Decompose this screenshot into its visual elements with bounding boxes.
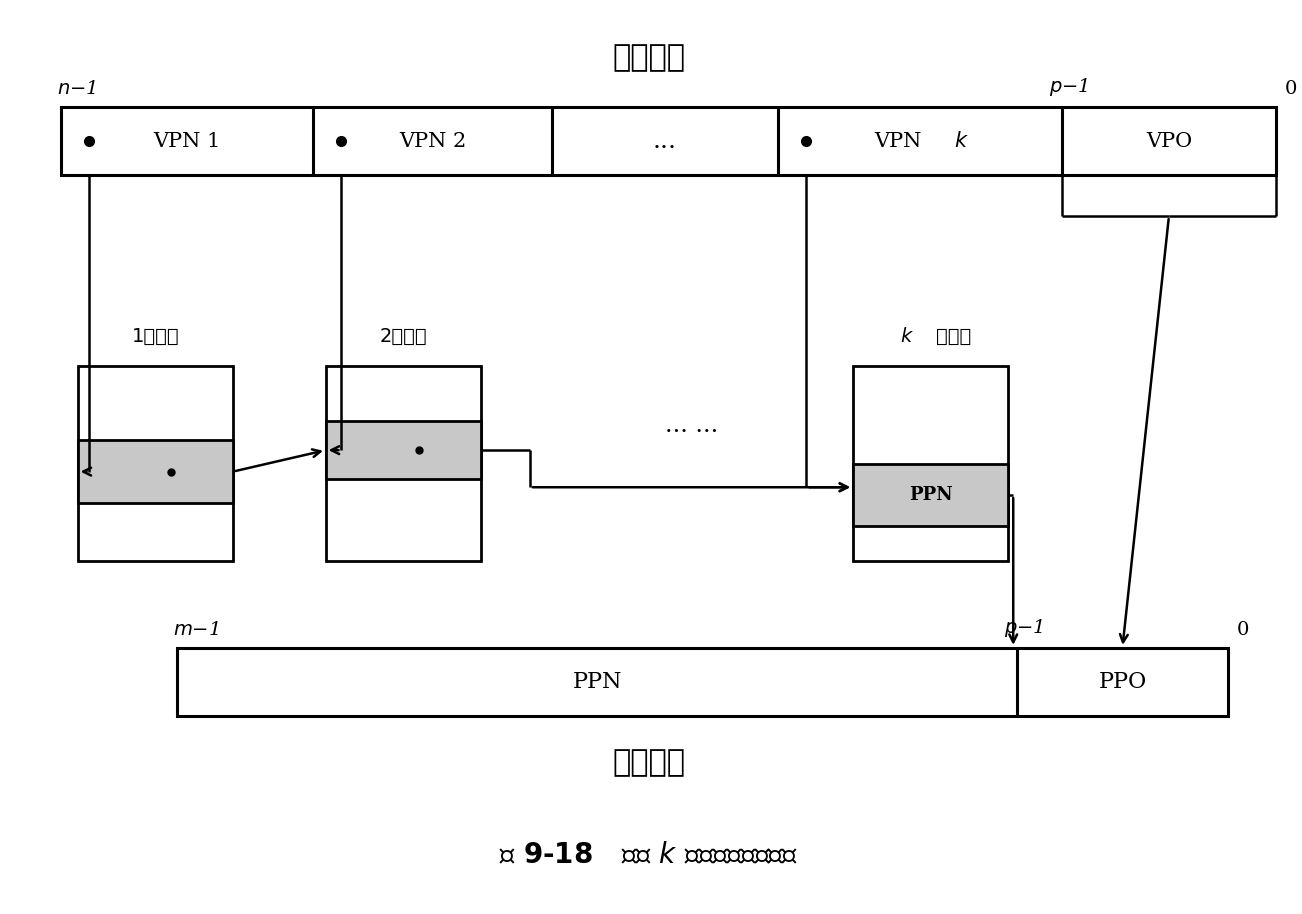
Bar xyxy=(326,367,480,561)
Text: 图 9-18   使用 $k$ 级页表的地址翻译: 图 9-18 使用 $k$ 级页表的地址翻译 xyxy=(499,841,798,869)
Bar xyxy=(78,441,233,503)
Text: 0: 0 xyxy=(1285,80,1297,98)
Text: $m$−1: $m$−1 xyxy=(173,621,219,639)
Bar xyxy=(853,463,1008,526)
Text: 虚拟地址: 虚拟地址 xyxy=(612,43,685,72)
Text: VPO: VPO xyxy=(1146,132,1193,151)
Text: VPN 1: VPN 1 xyxy=(154,132,220,151)
Bar xyxy=(326,420,480,480)
Text: PPN: PPN xyxy=(573,671,622,693)
Text: 物理地址: 物理地址 xyxy=(612,749,685,778)
Text: ... ...: ... ... xyxy=(665,413,719,437)
Text: 1级页表: 1级页表 xyxy=(132,327,180,346)
Text: PPO: PPO xyxy=(1099,671,1147,693)
Text: VPN: VPN xyxy=(874,132,928,151)
Text: PPN: PPN xyxy=(909,486,952,504)
Text: 级页表: 级页表 xyxy=(936,327,971,346)
Text: 0: 0 xyxy=(1237,621,1249,639)
Bar xyxy=(61,107,1276,175)
Text: VPN 2: VPN 2 xyxy=(398,132,466,151)
Text: $p$−1: $p$−1 xyxy=(1049,76,1088,98)
Bar xyxy=(177,648,1228,716)
Text: $k$: $k$ xyxy=(900,327,914,346)
Text: 2级页表: 2级页表 xyxy=(379,327,427,346)
Text: $p$−1: $p$−1 xyxy=(1004,617,1043,639)
Bar xyxy=(853,367,1008,561)
Bar xyxy=(78,367,233,561)
Text: $k$: $k$ xyxy=(954,132,969,152)
Text: ...: ... xyxy=(654,130,677,153)
Text: $n$−1: $n$−1 xyxy=(57,80,96,98)
